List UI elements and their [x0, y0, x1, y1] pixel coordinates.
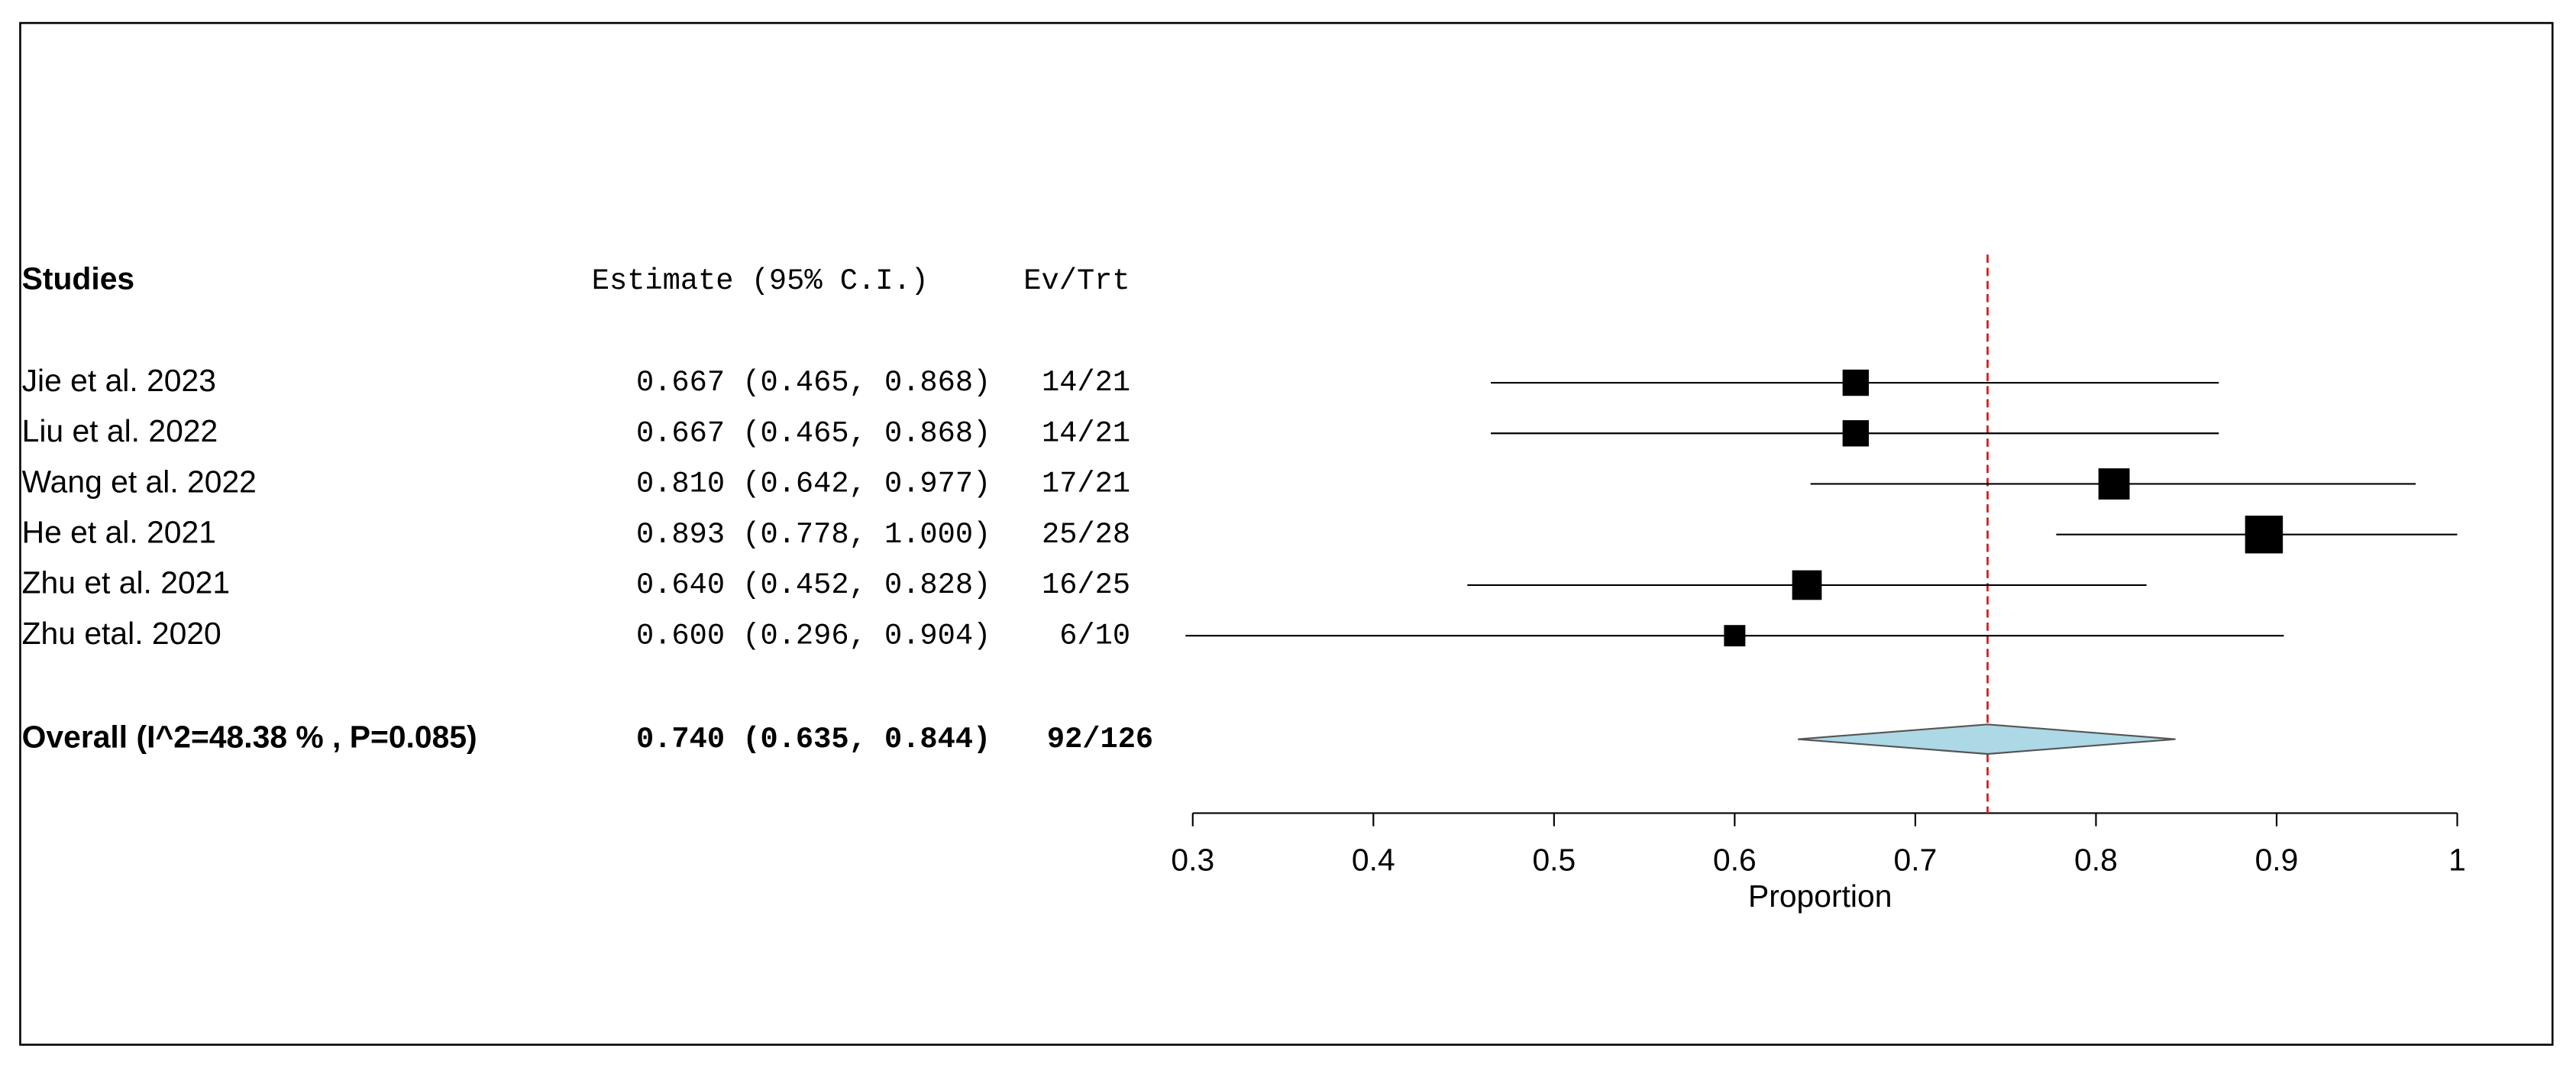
- study-ev-trt: 17/21: [1042, 468, 1130, 501]
- study-name: Jie et al. 2023: [22, 363, 216, 398]
- overall-diamond: [1798, 723, 2176, 756]
- estimate-header: Estimate (95% C.I.): [592, 264, 929, 298]
- overall-ev-trt: 92/126: [1047, 723, 1153, 756]
- study-name: Zhu et al. 2021: [22, 565, 231, 600]
- study-estimate: 0.893 (0.778, 1.000): [636, 518, 991, 552]
- study-name: Zhu etal. 2020: [22, 616, 221, 651]
- overall-estimate: 0.740 (0.635, 0.844): [636, 723, 991, 756]
- study-estimate: 0.640 (0.452, 0.828): [636, 568, 991, 602]
- x-axis-label: Proportion: [1748, 878, 1892, 914]
- studies-header: Studies: [22, 260, 135, 296]
- x-tick-label: 0.9: [2255, 843, 2299, 878]
- x-tick-label: 0.6: [1713, 843, 1757, 878]
- study-box: [2098, 468, 2130, 500]
- study-box: [1842, 369, 1870, 396]
- study-ev-trt: 6/10: [1059, 619, 1130, 652]
- x-tick-label: 1: [2448, 843, 2466, 878]
- x-tick-label: 0.7: [1894, 843, 1938, 878]
- x-tick-label: 0.5: [1532, 843, 1576, 878]
- study-box: [2245, 515, 2283, 554]
- study-estimate: 0.810 (0.642, 0.977): [636, 468, 991, 501]
- x-tick-label: 0.8: [2074, 843, 2118, 878]
- study-box: [1724, 625, 1746, 647]
- x-tick-label: 0.4: [1352, 843, 1395, 878]
- study-estimate: 0.667 (0.465, 0.868): [636, 416, 991, 450]
- study-name: He et al. 2021: [22, 515, 216, 550]
- study-box: [1792, 570, 1822, 600]
- frame: [19, 21, 2554, 1046]
- study-ev-trt: 16/25: [1042, 568, 1130, 602]
- study-box: [1842, 420, 1870, 447]
- overall-label: Overall (I^2=48.38 % , P=0.085): [22, 719, 477, 754]
- x-tick-label: 0.3: [1171, 843, 1214, 878]
- study-name: Liu et al. 2022: [22, 413, 218, 448]
- study-estimate: 0.600 (0.296, 0.904): [636, 619, 991, 652]
- study-ev-trt: 25/28: [1042, 518, 1130, 552]
- study-name: Wang et al. 2022: [22, 464, 257, 499]
- study-ev-trt: 14/21: [1042, 366, 1130, 400]
- study-ev-trt: 14/21: [1042, 416, 1130, 450]
- ev-trt-header: Ev/Trt: [1023, 264, 1130, 298]
- study-estimate: 0.667 (0.465, 0.868): [636, 366, 991, 400]
